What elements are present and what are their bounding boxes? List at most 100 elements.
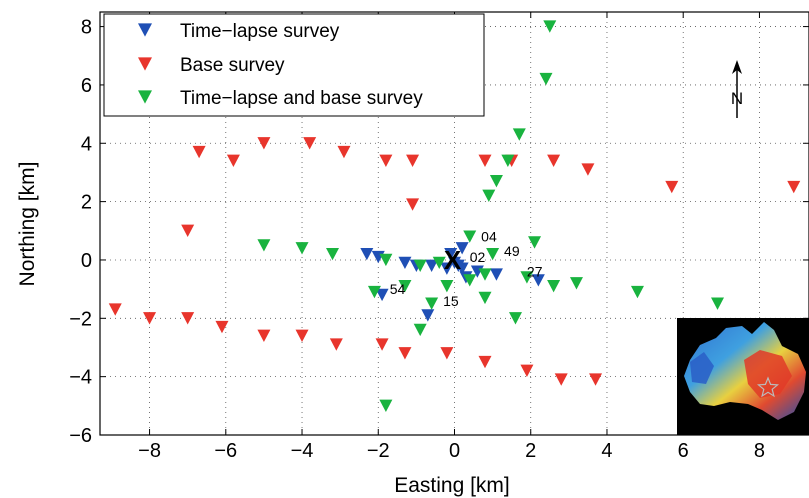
data-point-base bbox=[440, 347, 454, 360]
data-point-time-lapse-and-base bbox=[630, 285, 644, 299]
data-point-time-lapse bbox=[448, 256, 461, 270]
x-tick-label: −2 bbox=[367, 440, 390, 462]
legend-label-time-lapse-and-base: Time−lapse and base survey bbox=[180, 88, 423, 109]
data-point-base bbox=[398, 347, 412, 360]
y-tick-label: 8 bbox=[81, 17, 92, 39]
north-arrow: N bbox=[731, 60, 743, 118]
data-point-time-lapse-and-base bbox=[478, 268, 492, 281]
data-point-time-lapse-and-base bbox=[379, 253, 393, 267]
data-point-base bbox=[379, 154, 393, 167]
data-point-time-lapse-and-base bbox=[257, 239, 271, 252]
data-point-base bbox=[581, 163, 595, 176]
data-point-base bbox=[589, 373, 603, 386]
data-point-time-lapse-and-base bbox=[512, 128, 526, 141]
data-point-base bbox=[215, 320, 229, 334]
data-point-base bbox=[226, 154, 240, 167]
data-point-time-lapse bbox=[398, 256, 412, 270]
data-point-base bbox=[406, 198, 420, 211]
data-point-base bbox=[547, 154, 561, 167]
data-point-time-lapse-and-base bbox=[440, 280, 454, 293]
data-point-base bbox=[192, 145, 206, 159]
data-point-time-lapse-and-base bbox=[398, 280, 412, 293]
station-label: 02 bbox=[470, 249, 486, 265]
data-point-base bbox=[478, 355, 492, 369]
legend: Time−lapse survey Base survey Time−lapse… bbox=[103, 13, 485, 117]
data-point-time-lapse bbox=[489, 268, 503, 281]
inset-cool-region bbox=[690, 352, 714, 384]
data-point-base bbox=[181, 224, 195, 237]
data-point-time-lapse-and-base bbox=[711, 297, 725, 310]
x-tick-label: 2 bbox=[525, 440, 536, 462]
legend-label-time-lapse: Time−lapse survey bbox=[180, 21, 340, 42]
station-label: 54 bbox=[390, 281, 406, 297]
station-label: 15 bbox=[443, 293, 459, 309]
data-point-time-lapse bbox=[531, 274, 545, 287]
data-marks bbox=[108, 20, 801, 413]
data-point-time-lapse-and-base bbox=[413, 323, 427, 337]
data-point-time-lapse bbox=[444, 247, 458, 261]
legend-swatch-base bbox=[138, 57, 152, 71]
point-annotations: X 04 02 49 27 15 54 bbox=[390, 229, 543, 309]
data-point-time-lapse-and-base bbox=[486, 247, 500, 261]
station-label: 27 bbox=[527, 264, 543, 280]
data-point-time-lapse-and-base bbox=[463, 274, 477, 287]
y-tick-label: −6 bbox=[69, 425, 92, 447]
y-axis-label: Northing [km] bbox=[16, 162, 39, 287]
data-point-base bbox=[337, 145, 351, 159]
data-point-base bbox=[295, 329, 309, 342]
australia-map-inset bbox=[677, 318, 809, 435]
legend-swatch-time-lapse-and-base bbox=[138, 90, 152, 104]
data-point-base bbox=[665, 180, 679, 194]
data-point-time-lapse bbox=[455, 242, 469, 255]
data-point-time-lapse bbox=[360, 247, 374, 261]
legend-box bbox=[103, 13, 485, 117]
data-point-time-lapse bbox=[440, 262, 454, 275]
north-arrow-label: N bbox=[731, 89, 743, 108]
x-tick-label: 0 bbox=[449, 440, 460, 462]
data-point-time-lapse bbox=[375, 288, 389, 302]
data-point-base bbox=[108, 303, 122, 316]
data-point-time-lapse-and-base bbox=[425, 297, 439, 310]
data-point-time-lapse-and-base bbox=[367, 285, 381, 299]
y-tick-label: −4 bbox=[69, 367, 92, 389]
data-point-base bbox=[406, 154, 420, 167]
data-point-base bbox=[478, 154, 492, 167]
north-arrow-head bbox=[732, 60, 742, 74]
data-point-base bbox=[181, 312, 195, 325]
data-point-base bbox=[257, 329, 271, 342]
data-point-time-lapse-and-base bbox=[501, 154, 515, 167]
data-point-time-lapse-and-base bbox=[508, 312, 522, 325]
data-point-base bbox=[303, 137, 317, 150]
y-tick-label: 0 bbox=[81, 250, 92, 272]
station-label: 04 bbox=[481, 229, 497, 245]
data-point-time-lapse bbox=[425, 259, 439, 272]
data-point-time-lapse-and-base bbox=[379, 399, 393, 413]
inset-star-icon bbox=[756, 376, 780, 398]
data-point-time-lapse-and-base bbox=[463, 230, 477, 243]
data-point-time-lapse-and-base bbox=[489, 175, 503, 188]
data-point-time-lapse-and-base bbox=[539, 72, 553, 86]
station-label: 49 bbox=[504, 243, 520, 259]
y-tick-label: 4 bbox=[81, 133, 92, 155]
inset-landmass bbox=[684, 322, 806, 420]
data-point-base bbox=[520, 364, 534, 377]
data-point-time-lapse-and-base bbox=[569, 277, 583, 290]
data-point-time-lapse-and-base bbox=[547, 280, 561, 293]
x-tick-label: −4 bbox=[291, 440, 314, 462]
x-axis-label: Easting [km] bbox=[394, 474, 510, 497]
data-point-base bbox=[257, 137, 271, 150]
data-point-time-lapse-and-base bbox=[413, 259, 427, 272]
x-tick-label: 8 bbox=[754, 440, 765, 462]
data-point-time-lapse-and-base bbox=[482, 189, 496, 202]
x-tick-label: −8 bbox=[138, 440, 161, 462]
data-point-time-lapse-and-base bbox=[295, 242, 309, 255]
data-point-time-lapse bbox=[421, 309, 435, 322]
data-point-time-lapse-and-base bbox=[528, 236, 542, 249]
legend-swatch-time-lapse bbox=[138, 23, 152, 37]
data-point-base bbox=[143, 312, 157, 325]
data-point-base bbox=[554, 373, 568, 386]
y-tick-label: 2 bbox=[81, 192, 92, 214]
x-tick-label: 4 bbox=[601, 440, 612, 462]
y-tick-label: −2 bbox=[69, 308, 92, 330]
